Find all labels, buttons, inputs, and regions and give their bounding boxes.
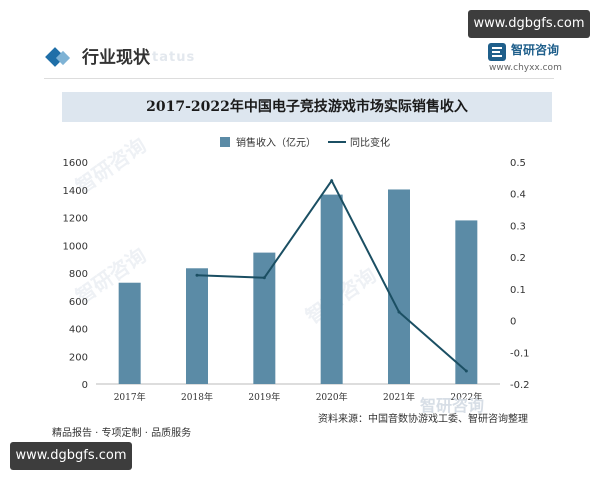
line-point <box>397 310 401 314</box>
y-right-tick-label: 0.5 <box>510 158 526 169</box>
bar <box>186 268 208 384</box>
bar <box>455 220 478 384</box>
y-left-tick-label: 1400 <box>63 186 88 197</box>
y-left-tick-label: 1600 <box>63 158 88 169</box>
chart-title-band: 2017-2022年中国电子竞技游戏市场实际销售收入 <box>62 92 552 122</box>
y-left-tick-label: 1000 <box>63 241 88 252</box>
y-left-tick-label: 1200 <box>63 214 88 225</box>
y-left-tick-label: 200 <box>69 352 88 363</box>
site-watermark-top: www.dgbgfs.com <box>468 10 590 38</box>
y-right-tick-label: -0.1 <box>510 348 530 359</box>
brand-url: www.chyxx.com <box>489 63 562 73</box>
x-tick-label: 2019年 <box>248 391 280 403</box>
y-left-tick-label: 400 <box>69 325 88 336</box>
x-tick-label: 2020年 <box>316 391 348 403</box>
site-watermark-bottom: www.dgbgfs.com <box>10 442 132 470</box>
footer-watermark: 智研咨询 <box>420 396 485 415</box>
brand-name: 智研咨询 <box>511 43 560 57</box>
line-point <box>464 369 468 373</box>
x-tick-label: 2022年 <box>450 391 482 403</box>
y-left-tick-label: 800 <box>69 269 88 280</box>
x-tick-label: 2017年 <box>114 391 146 403</box>
section-title: 行业现状 <box>82 48 150 68</box>
y-right-tick-label: -0.2 <box>510 380 530 391</box>
legend-line-label: 同比变化 <box>350 136 390 149</box>
y-right-tick-label: 0 <box>510 317 516 328</box>
legend-bar-label: 销售收入（亿元） <box>236 136 316 149</box>
brand-logo-icon <box>488 43 506 61</box>
x-tick-label: 2021年 <box>383 391 415 403</box>
legend-bar-swatch <box>220 137 230 147</box>
x-tick-label: 2018年 <box>181 391 213 403</box>
bar <box>388 189 410 384</box>
line-point <box>330 179 334 183</box>
bar <box>320 194 343 384</box>
y-right-tick-label: 0.1 <box>510 285 526 296</box>
y-right-tick-label: 0.2 <box>510 253 526 264</box>
header-divider <box>44 78 554 79</box>
y-left-tick-label: 0 <box>82 380 88 391</box>
chart-title: 2017-2022年中国电子竞技游戏市场实际销售收入 <box>146 99 468 115</box>
section-header: 行业现状 tatus 智研咨询 www.chyxx.com <box>44 38 562 78</box>
y-right-tick-label: 0.4 <box>510 190 526 201</box>
line-point <box>262 276 266 280</box>
bar <box>253 252 276 384</box>
bar <box>118 282 141 384</box>
data-source: 资料来源：中国音数协游戏工委、智研咨询整理 <box>318 414 528 425</box>
section-ghost-text: tatus <box>152 50 196 65</box>
brand-block: 智研咨询 www.chyxx.com <box>487 38 597 78</box>
line-point <box>195 273 199 277</box>
footer-tagline: 精品报告 · 专项定制 · 品质服务 <box>52 428 192 439</box>
y-left-tick-label: 600 <box>69 297 88 308</box>
y-right-tick-label: 0.3 <box>510 221 526 232</box>
